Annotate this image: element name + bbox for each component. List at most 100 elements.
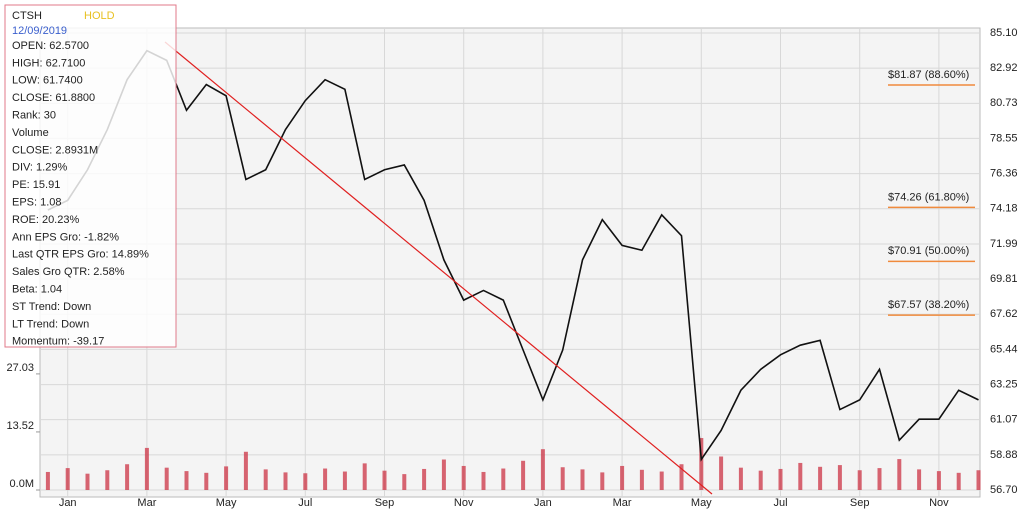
- volume-bar: [956, 472, 961, 490]
- panel-line: OPEN: 62.5700: [12, 40, 89, 52]
- volume-bar: [540, 449, 545, 490]
- panel-line: CLOSE: 61.8800: [12, 92, 95, 104]
- symbol: CTSH: [12, 10, 42, 22]
- fib-label: $70.91 (50.00%): [888, 245, 969, 257]
- volume-bar: [600, 472, 605, 490]
- y-tick-label: 76.36: [990, 168, 1018, 180]
- y-tick-label: 65.44: [990, 343, 1018, 355]
- y-tick-label: 67.62: [990, 308, 1018, 320]
- plot-area: [39, 27, 981, 498]
- volume-bar: [917, 469, 922, 490]
- volume-bar: [105, 470, 110, 490]
- date: 12/09/2019: [12, 25, 67, 37]
- x-tick-label: Sep: [375, 497, 395, 509]
- x-tick-label: Mar: [137, 497, 156, 509]
- x-tick-label: Nov: [929, 497, 949, 509]
- panel-line: Sales Gro QTR: 2.58%: [12, 266, 125, 278]
- volume-bar: [639, 469, 644, 490]
- volume-bar: [798, 462, 803, 490]
- volume-bar: [738, 467, 743, 490]
- volume-bar: [422, 468, 427, 490]
- volume-bar: [303, 473, 308, 490]
- panel-box: [4, 4, 177, 348]
- y-tick-label: 78.55: [990, 132, 1018, 144]
- volume-bar: [243, 451, 248, 490]
- volume-bar: [501, 468, 506, 490]
- y-tick-label: 61.07: [990, 414, 1018, 426]
- x-tick-label: May: [216, 497, 237, 509]
- volume-bar: [323, 468, 328, 490]
- volume-bar: [699, 438, 704, 490]
- panel-line: Momentum: -39.17: [12, 336, 104, 348]
- volume-bar: [402, 474, 407, 490]
- panel-line: ST Trend: Down: [12, 301, 91, 313]
- panel-line: DIV: 1.29%: [12, 162, 67, 174]
- volume-bar: [45, 471, 50, 490]
- x-tick-label: Jan: [534, 497, 552, 509]
- volume-bar: [837, 465, 842, 490]
- panel-line: HIGH: 62.7100: [12, 57, 85, 69]
- y-tick-label: 69.81: [990, 273, 1018, 285]
- x-tick-label: May: [691, 497, 712, 509]
- panel-line: EPS: 1.08: [12, 197, 62, 209]
- x-tick-label: Nov: [454, 497, 474, 509]
- volume-bar: [362, 463, 367, 490]
- y2-tick-label: 13.52: [6, 420, 34, 432]
- trend-line: [164, 41, 713, 495]
- info-panel: CTSH HOLD 12/09/2019 OPEN: 62.5700 HIGH: …: [4, 4, 177, 348]
- y-tick-label: 63.25: [990, 379, 1018, 391]
- volume-bar: [144, 447, 149, 490]
- fib-label: $74.26 (61.80%): [888, 191, 969, 203]
- volume-bar: [620, 465, 625, 490]
- panel-line: ROE: 20.23%: [12, 214, 79, 226]
- panel-line: LT Trend: Down: [12, 318, 89, 330]
- y-tick-label: 80.73: [990, 97, 1018, 109]
- panel-line: Ann EPS Gro: -1.82%: [12, 231, 119, 243]
- volume-bar: [679, 464, 684, 490]
- y-tick-label: 85.10: [990, 27, 1018, 39]
- volume-bar: [778, 468, 783, 490]
- volume-bar: [560, 467, 565, 490]
- y-tick-label: 58.88: [990, 449, 1018, 461]
- panel-line: Beta: 1.04: [12, 284, 62, 296]
- panel-line: LOW: 61.7400: [12, 75, 83, 87]
- volume-bar: [342, 471, 347, 490]
- x-tick-label: Sep: [850, 497, 870, 509]
- volume-bar: [263, 469, 268, 490]
- volume-bar: [818, 466, 823, 490]
- volume-bar: [65, 468, 70, 490]
- panel-line: Volume: [12, 127, 49, 139]
- y-tick-label: 74.18: [990, 203, 1018, 215]
- volume-bar: [481, 471, 486, 490]
- x-tick-label: Jan: [59, 497, 77, 509]
- volume-bar: [857, 470, 862, 490]
- y-tick-label: 56.70: [990, 484, 1018, 496]
- volume-bar: [897, 459, 902, 490]
- volume-bar: [224, 466, 229, 490]
- panel-line: CLOSE: 2.8931M: [12, 144, 98, 156]
- fib-label: $81.87 (88.60%): [888, 69, 969, 81]
- panel-line: Rank: 30: [12, 110, 56, 122]
- volume-bar: [976, 470, 981, 490]
- volume-bar: [382, 470, 387, 490]
- panel-line: Last QTR EPS Gro: 14.89%: [12, 249, 149, 261]
- volume-bar: [719, 456, 724, 490]
- volume-bar: [936, 471, 941, 490]
- y2-tick-label: 27.03: [6, 362, 34, 374]
- volume-bar: [580, 469, 585, 490]
- volume-bar: [877, 468, 882, 490]
- volume-bar: [184, 471, 189, 490]
- volume-bar: [283, 472, 288, 490]
- volume-bar: [461, 465, 466, 490]
- price-line: [47, 49, 979, 462]
- volume-bar: [164, 467, 169, 490]
- volume-bar: [758, 470, 763, 490]
- fib-label: $67.57 (38.20%): [888, 299, 969, 311]
- volume-bar: [125, 464, 130, 490]
- volume-bar: [204, 472, 209, 490]
- y-tick-label: 82.92: [990, 62, 1018, 74]
- x-tick-label: Mar: [613, 497, 632, 509]
- x-tick-label: Jul: [298, 497, 312, 509]
- y-tick-label: 71.99: [990, 238, 1018, 250]
